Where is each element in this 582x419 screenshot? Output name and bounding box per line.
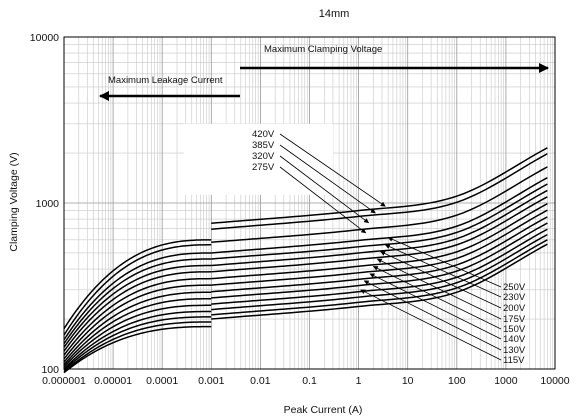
x-tick-label: 100 <box>448 375 466 387</box>
chart-title: 14mm <box>319 8 350 20</box>
y-tick-label: 100 <box>41 364 59 376</box>
clamping-curve <box>211 233 548 311</box>
clamping-curve <box>211 189 548 267</box>
voltage-label: 420V <box>252 129 275 140</box>
x-tick-labels: 0.000001 0.00001 0.0001 0.001 0.01 0.1 1 10 100 1… <box>42 375 570 387</box>
clamping-curves <box>211 147 548 320</box>
leakage-curve <box>63 316 212 372</box>
plot-frame <box>63 36 556 370</box>
leakage-curves <box>63 239 212 374</box>
x-tick-label: 0.000001 <box>42 375 86 387</box>
clamping-curve <box>211 166 548 244</box>
leakage-curve <box>63 310 212 370</box>
x-tick-label: 1000 <box>494 375 518 387</box>
leakage-curve <box>63 284 212 360</box>
leakage-curve <box>63 325 212 374</box>
voltage-label: 140V <box>503 334 526 345</box>
clamping-curve <box>211 203 548 280</box>
voltage-label: 115V <box>503 355 525 366</box>
leakage-curve <box>63 291 212 363</box>
clamping-curve <box>211 147 548 225</box>
leakage-curve <box>63 277 212 356</box>
voltage-label: 200V <box>503 303 526 314</box>
leakage-curve <box>63 321 212 373</box>
plot-blank-region <box>184 123 333 195</box>
label-leader-line <box>369 273 502 340</box>
y-tick-label: 1000 <box>36 198 60 210</box>
leakage-curve <box>63 304 212 368</box>
voltage-label: 275V <box>252 162 275 173</box>
voltage-label: 320V <box>252 151 275 162</box>
x-axis-label: Peak Current (A) <box>284 404 363 416</box>
label-leader-line <box>279 155 370 224</box>
label-leader-line <box>372 266 502 330</box>
leakage-annotation: Maximum Leakage Current <box>108 75 223 86</box>
x-tick-label: 0.00001 <box>94 375 132 387</box>
x-tick-label: 10000 <box>540 375 569 387</box>
x-tick-label: 0.1 <box>302 375 317 387</box>
x-tick-label: 1 <box>356 375 362 387</box>
voltage-label: 385V <box>252 140 275 151</box>
voltage-label-leaders <box>279 133 502 361</box>
label-leader-line <box>376 258 502 320</box>
clamping-curve <box>211 243 548 320</box>
leakage-curve <box>63 297 212 366</box>
label-leader-line <box>279 144 376 214</box>
clamping-curve <box>211 209 548 286</box>
clamping-curve <box>211 183 548 260</box>
voltage-label: 230V <box>503 292 526 303</box>
x-tick-label: 10 <box>402 375 414 387</box>
clamping-curve <box>211 228 548 305</box>
y-tick-labels: 100 1000 10000 <box>30 32 59 376</box>
label-leader-line <box>360 289 502 361</box>
y-tick-label: 10000 <box>30 32 59 44</box>
label-leader-line <box>279 166 367 234</box>
y-axis-label: Clamping Voltage (V) <box>8 152 20 251</box>
label-leader-line <box>387 236 502 288</box>
leakage-curve <box>63 271 212 352</box>
clamping-curve <box>211 222 548 299</box>
label-leader-line <box>384 244 502 298</box>
label-leader-line <box>279 133 386 207</box>
voltage-label: 250V <box>503 282 526 293</box>
leakage-curve <box>63 264 212 348</box>
clamping-curve <box>211 239 548 316</box>
x-tick-label: 0.01 <box>250 375 271 387</box>
leakage-curve <box>63 258 212 345</box>
clamping-annotation: Maximum Clamping Voltage <box>264 44 382 55</box>
clamping-curve <box>211 153 548 230</box>
label-leader-line <box>380 251 502 309</box>
voltage-label: 175V <box>503 314 526 325</box>
clamping-curve <box>211 196 548 273</box>
clamping-curve <box>211 177 548 254</box>
x-tick-label: 0.0001 <box>146 375 178 387</box>
label-leader-line <box>363 280 502 351</box>
clamping-curve <box>211 216 548 293</box>
leakage-curve <box>63 244 212 336</box>
leakage-curve <box>63 239 212 330</box>
voltage-label: 130V <box>503 345 526 356</box>
leakage-curve <box>63 252 212 341</box>
x-tick-label: 0.001 <box>198 375 224 387</box>
voltage-label: 150V <box>503 324 526 335</box>
